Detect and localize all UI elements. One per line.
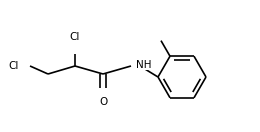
Text: Cl: Cl: [70, 32, 80, 42]
Text: Cl: Cl: [9, 61, 19, 71]
Text: O: O: [99, 97, 107, 107]
Text: NH: NH: [136, 60, 152, 70]
